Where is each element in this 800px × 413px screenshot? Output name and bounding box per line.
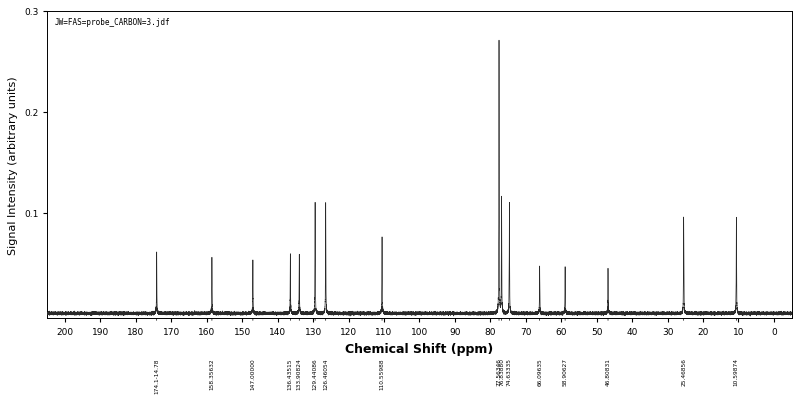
Text: 158.35632: 158.35632	[210, 357, 214, 389]
Text: 136.43515: 136.43515	[288, 357, 293, 389]
Text: 10.59874: 10.59874	[734, 357, 739, 385]
Text: 76.83880: 76.83880	[499, 357, 504, 385]
Text: 126.46054: 126.46054	[323, 357, 328, 389]
Text: 58.90627: 58.90627	[562, 357, 568, 385]
Text: 147.00000: 147.00000	[250, 357, 255, 389]
Text: 46.80831: 46.80831	[606, 357, 610, 385]
Text: 77.56346: 77.56346	[497, 357, 502, 385]
Text: 110.55988: 110.55988	[379, 357, 385, 389]
Text: 129.44086: 129.44086	[313, 357, 318, 389]
Text: 133.90824: 133.90824	[297, 357, 302, 389]
Text: JW=FAS=probe_CARBON=3.jdf: JW=FAS=probe_CARBON=3.jdf	[54, 18, 170, 27]
X-axis label: Chemical Shift (ppm): Chemical Shift (ppm)	[346, 342, 494, 355]
Text: 66.09635: 66.09635	[537, 357, 542, 385]
Text: 74.63335: 74.63335	[507, 357, 512, 385]
Text: 25.46856: 25.46856	[681, 357, 686, 385]
Y-axis label: Signal Intensity (arbitrary units): Signal Intensity (arbitrary units)	[8, 76, 18, 254]
Text: 174.1-14.78: 174.1-14.78	[154, 357, 159, 393]
